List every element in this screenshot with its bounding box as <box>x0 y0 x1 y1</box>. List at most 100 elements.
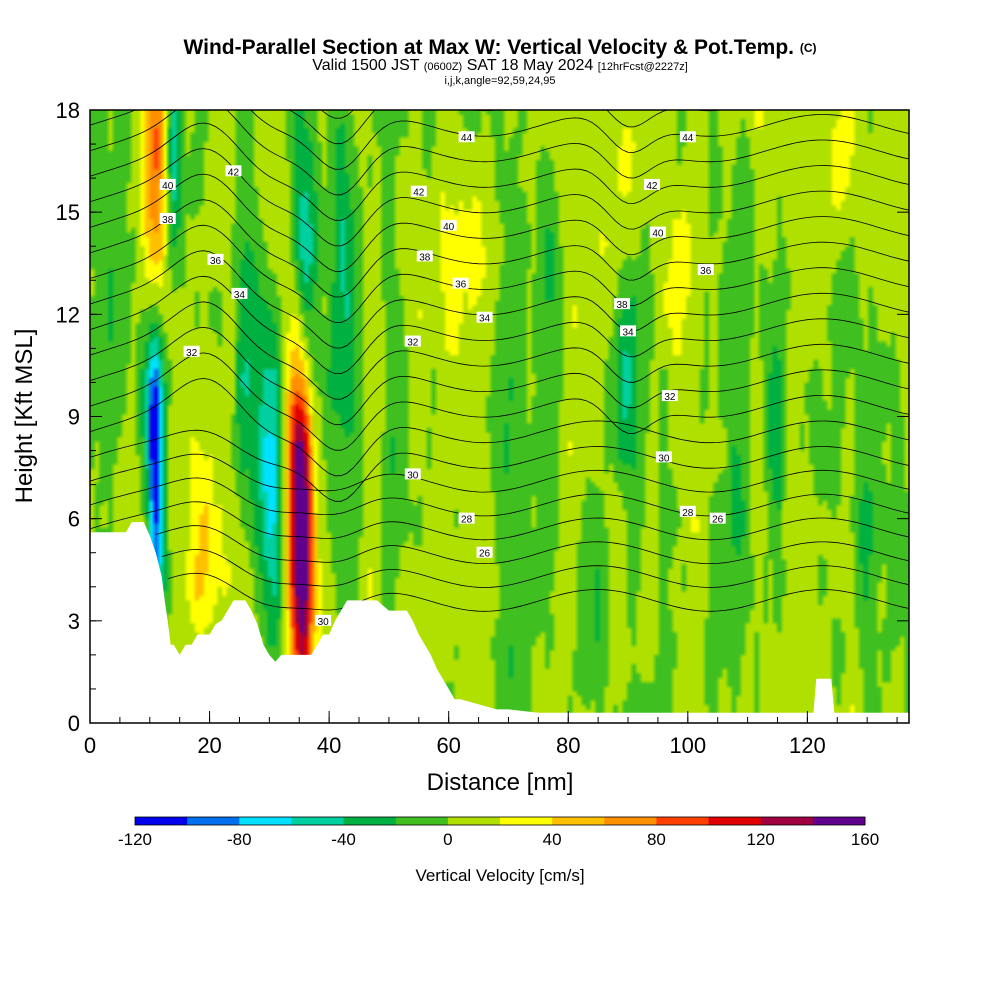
theta-contour-line <box>90 275 909 375</box>
contour-label-text: 36 <box>210 256 222 267</box>
x-tick-label: 60 <box>436 733 460 758</box>
colorbar-tick-label: 120 <box>747 830 775 849</box>
y-axis-label: Height [Kft MSL] <box>11 329 38 504</box>
contour-label-text: 42 <box>228 167 240 178</box>
colorbar-swatch <box>187 817 240 825</box>
valid-prefix: Valid 1500 JST <box>312 57 420 74</box>
theta-contour-line <box>90 352 909 451</box>
y-tick-label: 12 <box>56 302 80 327</box>
contour-label-text: 42 <box>413 188 425 199</box>
y-tick-label: 15 <box>56 200 80 225</box>
colorbar-swatch <box>500 817 553 825</box>
theta-contour-line <box>90 501 909 541</box>
grid-indices: i,j,k,angle=92,59,24,95 <box>444 75 556 87</box>
contour-label-text: 36 <box>700 266 712 277</box>
contour-label-text: 40 <box>443 222 455 233</box>
contour-label-text: 42 <box>646 181 658 192</box>
contour-label-text: 32 <box>186 348 198 359</box>
valid-date: SAT 18 May 2024 <box>466 57 594 74</box>
y-tick-label: 18 <box>56 98 80 123</box>
contour-label: 44 <box>458 131 475 144</box>
theta-contour-line <box>161 548 909 588</box>
colorbar-swatch <box>291 817 345 825</box>
contour-label-text: 40 <box>162 181 174 192</box>
y-tick-label: 9 <box>68 405 80 430</box>
theta-contour-line <box>90 477 909 517</box>
colorbar-tick-label: 40 <box>543 830 562 849</box>
contour-label: 36 <box>452 277 469 291</box>
colorbar-swatch <box>552 817 605 825</box>
valid-utc: (0600Z) <box>423 61 463 73</box>
contour-label-text: 26 <box>712 515 724 526</box>
theta-contour-line <box>90 110 909 196</box>
colorbar-tick-label: -40 <box>331 830 356 849</box>
colorbar-swatch <box>447 817 501 825</box>
terrain-mask <box>90 522 909 723</box>
contour-label: 30 <box>655 451 672 464</box>
contour-label: 32 <box>404 335 421 349</box>
theta-contour-line <box>90 378 909 477</box>
theta-contour-line <box>90 250 909 349</box>
colorbar-frame <box>134 816 866 826</box>
colorbar-label: Vertical Velocity [cm/s] <box>415 866 584 885</box>
contour-label-text: 38 <box>162 215 174 226</box>
forecast-info: [12hrFcst@2227z] <box>597 61 688 73</box>
contour-label-text: 32 <box>664 392 676 403</box>
contour-labels: 44 44 42 42 42 40 40 40 38 38 38 36 36 36 34 34 34 32 32 32… <box>159 131 726 628</box>
theta-contour-line <box>90 326 909 426</box>
x-tick-label: 80 <box>556 733 580 758</box>
contour-label: 26 <box>709 512 726 526</box>
contour-label-text: 26 <box>479 549 491 560</box>
contour-label: 42 <box>410 185 427 199</box>
contour-label: 38 <box>159 212 176 226</box>
theta-contour-line <box>288 110 726 145</box>
colorbar-swatch <box>239 817 292 825</box>
x-tick-label: 120 <box>789 733 826 758</box>
contour-label: 40 <box>649 226 666 240</box>
x-tick-label: 20 <box>197 733 221 758</box>
colorbar-tick-label: -80 <box>227 830 252 849</box>
contour-label-text: 38 <box>419 252 431 263</box>
theta-contour-line <box>90 122 909 221</box>
theta-contour-line <box>90 110 909 170</box>
theta-contour-line <box>90 173 909 272</box>
theta-contours <box>90 110 909 612</box>
contour-label: 30 <box>404 468 421 481</box>
contour-label: 42 <box>225 165 242 178</box>
contour-label: 34 <box>620 325 637 338</box>
contour-label: 28 <box>458 512 475 526</box>
colorbar-swatch <box>343 817 397 825</box>
contour-label-text: 40 <box>652 229 664 240</box>
colorbar-swatch <box>604 817 657 825</box>
title-main: Wind-Parallel Section at Max W: Vertical… <box>183 36 794 59</box>
theta-contour-line <box>90 429 909 502</box>
contour-label-text: 34 <box>479 314 491 325</box>
contour-label: 36 <box>697 264 714 277</box>
contour-label: 32 <box>661 390 678 403</box>
contour-label-text: 30 <box>318 617 330 628</box>
colorbar-swatch <box>135 817 188 825</box>
x-tick-label: 100 <box>669 733 706 758</box>
contour-label: 38 <box>614 298 631 311</box>
copyright-mark: (C) <box>799 41 817 55</box>
contour-label: 32 <box>183 345 200 359</box>
theta-contour-line <box>155 525 909 565</box>
theta-contour-line <box>90 224 909 323</box>
y-tick-label: 0 <box>68 711 80 736</box>
theta-contour-line <box>90 301 909 400</box>
contour-label-text: 36 <box>455 280 467 291</box>
contour-label: 44 <box>679 131 696 144</box>
colorbar-tick-label: 160 <box>851 830 879 849</box>
colorbar-swatch <box>656 817 710 825</box>
contour-label-text: 32 <box>407 338 419 349</box>
contour-label-text: 44 <box>682 133 694 144</box>
contour-label: 42 <box>643 178 660 192</box>
theta-contour-line <box>90 148 909 247</box>
contour-label-text: 28 <box>682 508 694 519</box>
colorbar-swatch <box>760 817 814 825</box>
contour-label-text: 34 <box>234 290 246 301</box>
theta-contour-line <box>90 453 909 493</box>
